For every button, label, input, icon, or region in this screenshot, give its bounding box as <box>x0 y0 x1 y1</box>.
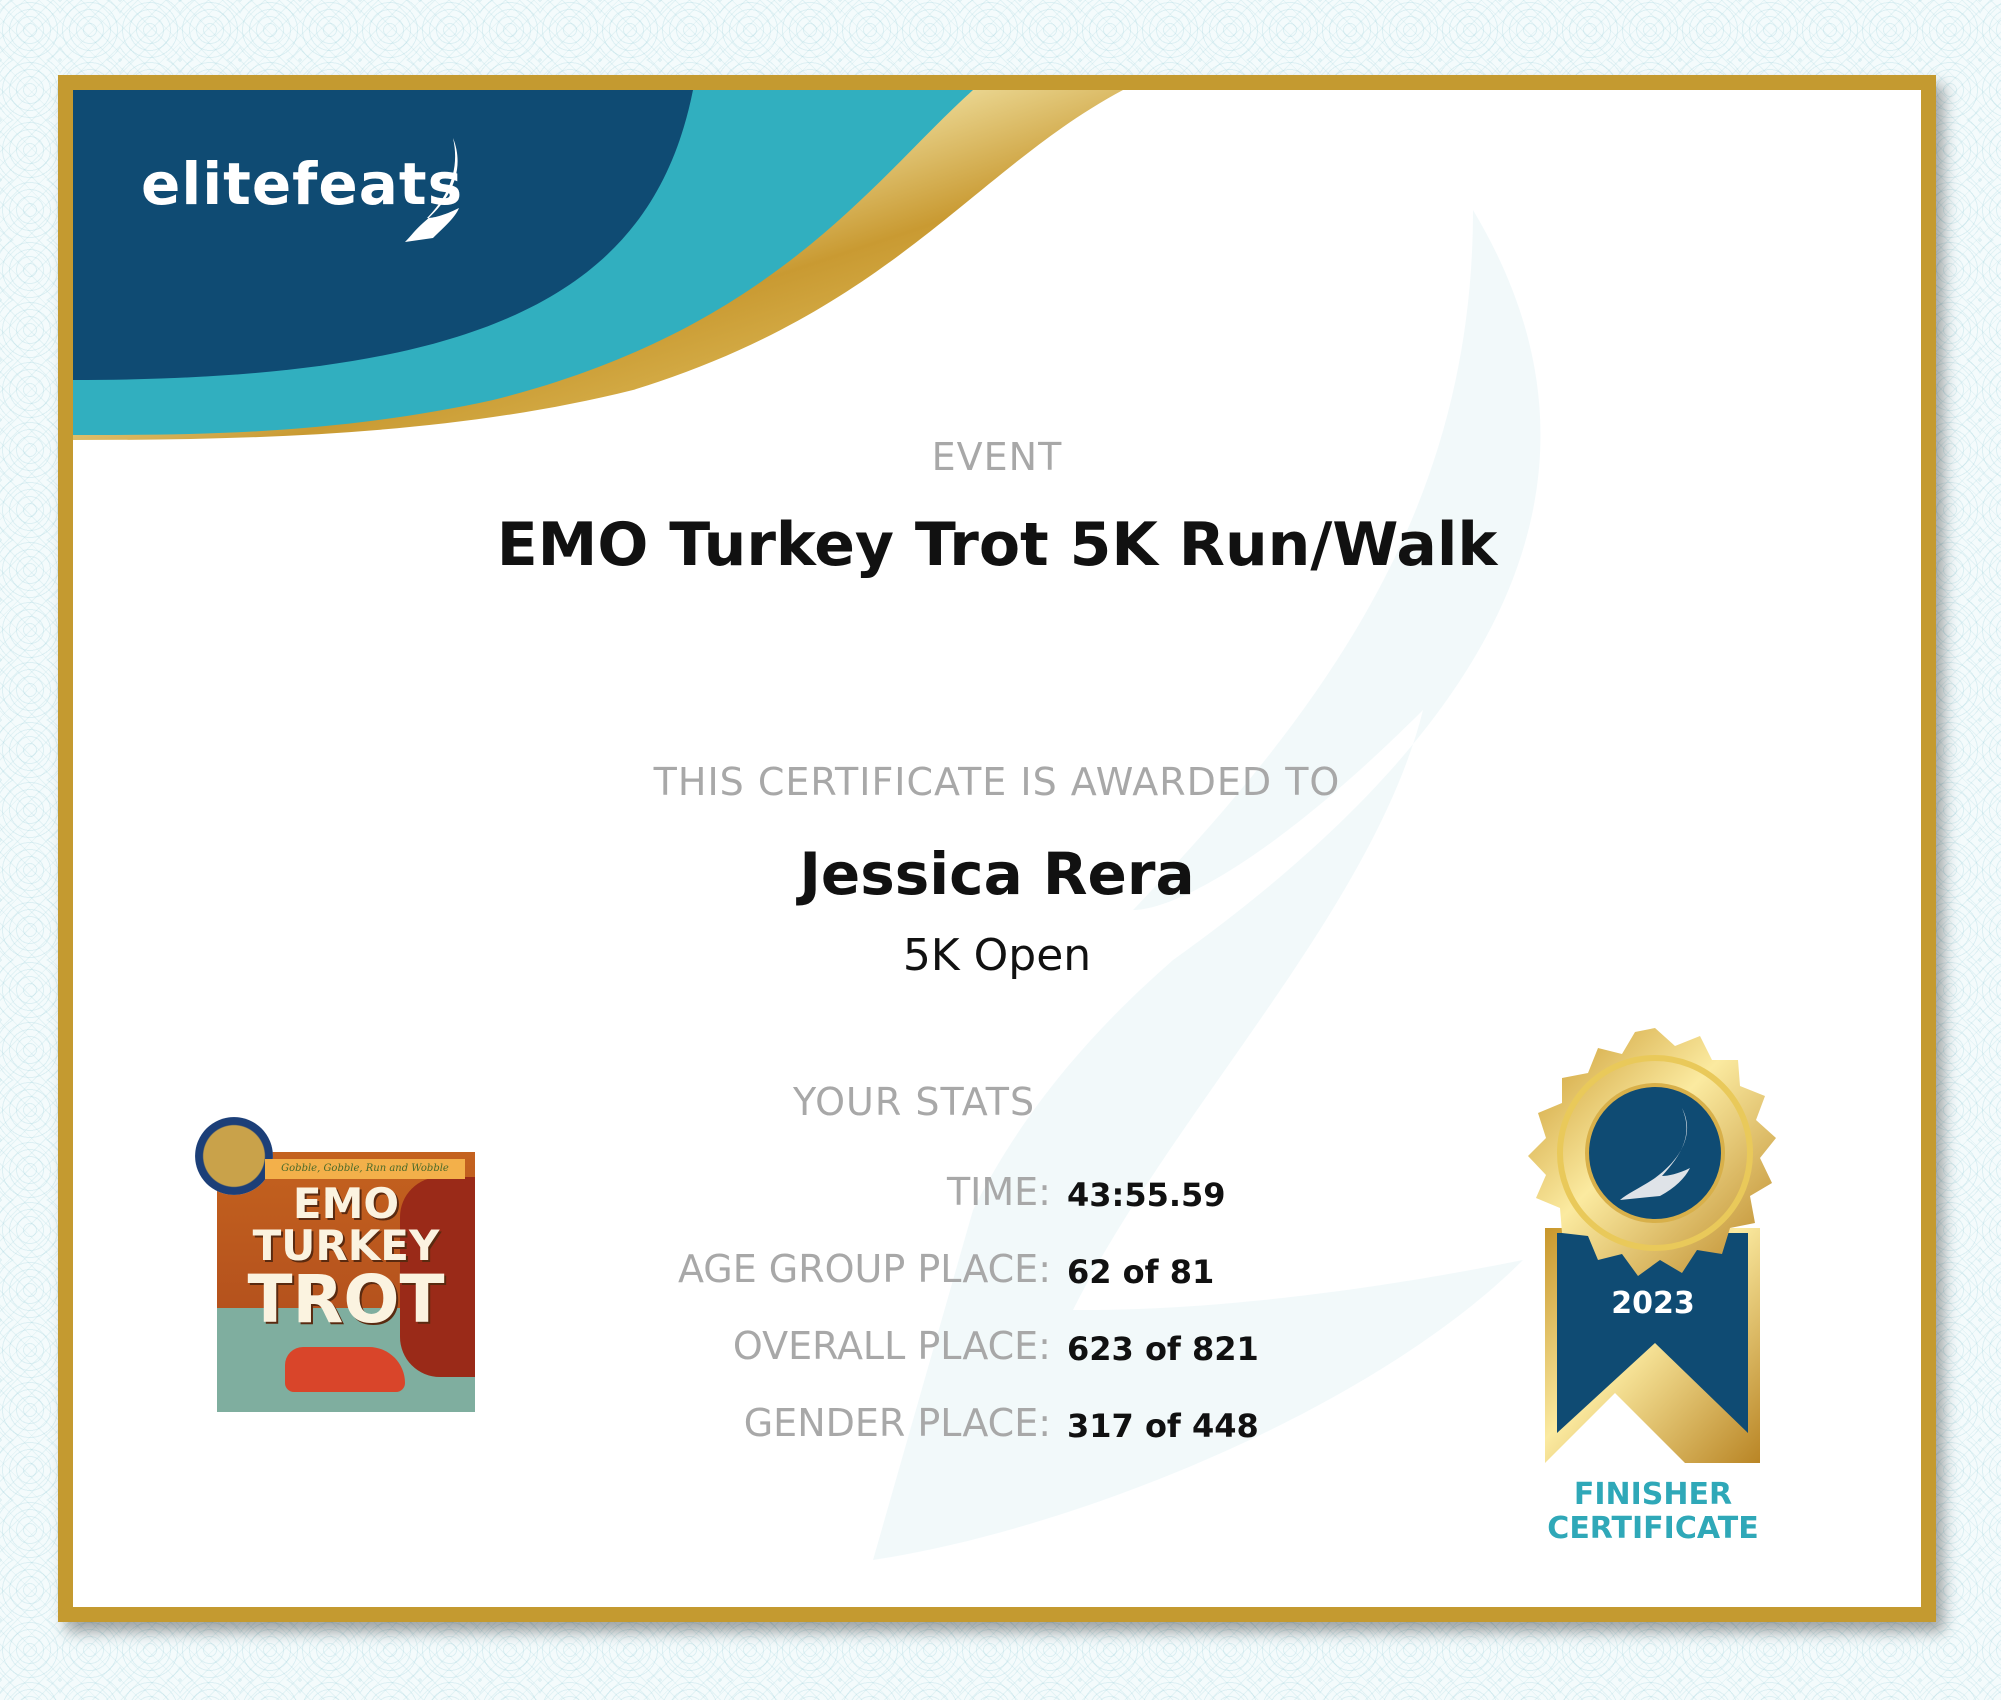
caption-line: FINISHER <box>1573 1477 1733 1512</box>
elitefeats-logo: elitefeats <box>141 150 464 218</box>
event-logo-line: TURKEY <box>252 1221 440 1270</box>
event-logo-line: TROT <box>247 1261 445 1338</box>
event-logo-line: EMO <box>292 1179 400 1228</box>
winged-foot-icon <box>1620 1108 1690 1200</box>
stats-label: YOUR STATS <box>793 1080 1036 1124</box>
event-name: EMO Turkey Trot 5K Run/Walk <box>496 510 1498 580</box>
certificate: elitefeats EVENT EMO Turkey Trot 5K Run/… <box>73 90 1921 1607</box>
division: 5K Open <box>902 930 1092 981</box>
stat-value: 317 of 448 <box>1067 1407 1259 1445</box>
winged-foot-watermark <box>873 210 1541 1560</box>
stat-row-time: TIME: 43:55.59 <box>433 1170 1533 1220</box>
event-label: EVENT <box>931 435 1063 479</box>
event-logo-image: Gobble, Gobble, Run and Wobble EMO TURKE… <box>195 1117 475 1412</box>
stat-label: OVERALL PLACE: <box>732 1324 1051 1368</box>
awarded-label: THIS CERTIFICATE IS AWARDED TO <box>653 760 1341 804</box>
stat-label: GENDER PLACE: <box>743 1401 1051 1445</box>
finisher-caption: FINISHER CERTIFICATE <box>1468 1478 1838 1546</box>
caption-line: CERTIFICATE <box>1547 1511 1759 1546</box>
event-logo-tagline: Gobble, Gobble, Run and Wobble <box>265 1159 465 1179</box>
stat-row-overall: OVERALL PLACE: 623 of 821 <box>433 1324 1533 1374</box>
winged-foot-icon <box>405 138 459 242</box>
participant-name: Jessica Rera <box>799 840 1195 908</box>
stat-row-gender: GENDER PLACE: 317 of 448 <box>433 1401 1533 1451</box>
stat-label: AGE GROUP PLACE: <box>677 1247 1051 1291</box>
stat-row-age-group: AGE GROUP PLACE: 62 of 81 <box>433 1247 1533 1297</box>
stat-value: 62 of 81 <box>1067 1253 1215 1291</box>
finisher-medal: 2023 <box>1528 1028 1776 1463</box>
stat-value: 623 of 821 <box>1067 1330 1259 1368</box>
emo-seal-icon <box>195 1117 273 1195</box>
stat-label: TIME: <box>946 1170 1051 1214</box>
sneaker-icon <box>285 1347 405 1392</box>
header-swoosh <box>73 90 1123 440</box>
medal-year: 2023 <box>1611 1286 1695 1321</box>
stat-value: 43:55.59 <box>1067 1176 1226 1214</box>
certificate-frame: elitefeats EVENT EMO Turkey Trot 5K Run/… <box>58 75 1936 1622</box>
